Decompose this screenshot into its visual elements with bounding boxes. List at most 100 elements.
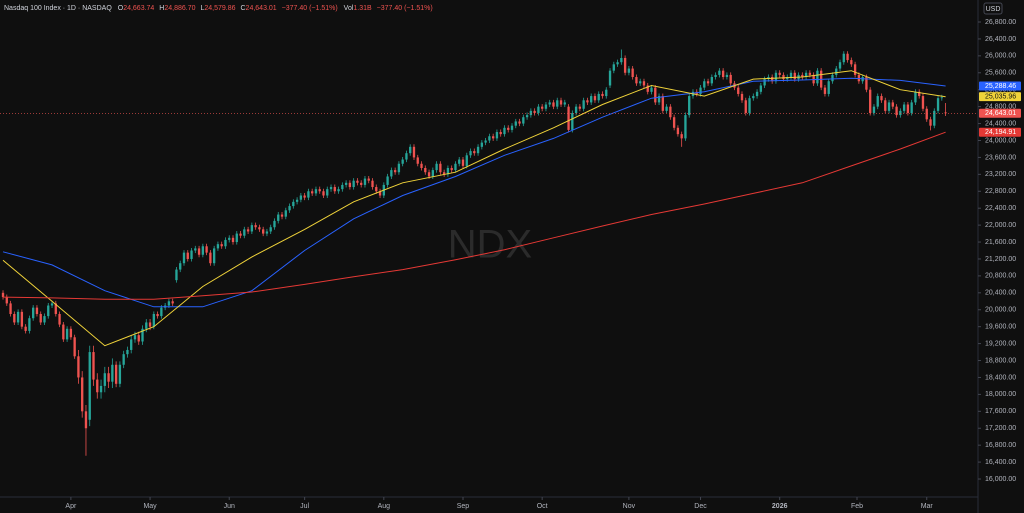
candle-body (616, 62, 619, 65)
candle-body (228, 237, 231, 240)
x-tick-label: May (143, 503, 157, 510)
candle-body (789, 72, 793, 78)
moving-average (2, 131, 946, 300)
candle-body (646, 85, 649, 92)
candle-body (718, 70, 721, 75)
candle-body (801, 74, 804, 78)
candle-body (224, 239, 227, 247)
currency-box[interactable] (983, 2, 1003, 15)
candle-body (235, 233, 238, 243)
candle-body (918, 91, 921, 97)
candle-body (258, 227, 261, 230)
candle-body (209, 252, 212, 264)
candle-body (488, 136, 491, 141)
candle-body (650, 87, 653, 92)
y-tick-label: 20,400.00 (985, 290, 1016, 297)
candle-body (405, 153, 408, 160)
candle-body (454, 163, 457, 171)
candle-body (435, 163, 438, 171)
change: −377.40 (−1.51%) (282, 5, 338, 12)
candle-body (197, 248, 201, 255)
candle-body (661, 96, 664, 111)
candle-body (936, 98, 940, 111)
candle-body (212, 248, 216, 264)
ohlc-value: 24,643.01 (246, 5, 277, 12)
y-tick-label: 21,600.00 (985, 239, 1016, 246)
candle-body (81, 377, 84, 412)
candle-body (375, 187, 378, 192)
candle-body (65, 328, 69, 340)
ohlc-key: C (240, 5, 245, 12)
y-tick-label: 22,400.00 (985, 205, 1016, 212)
candle-body (145, 322, 148, 329)
candle-body (559, 100, 563, 105)
y-tick-label: 26,400.00 (985, 36, 1016, 43)
candle-body (556, 100, 559, 107)
candle-body (401, 159, 404, 164)
candle-body (582, 100, 585, 109)
candle-body (699, 87, 702, 94)
candle-body (111, 364, 114, 382)
candle-body (393, 170, 397, 173)
candle-body (748, 98, 751, 113)
candle-body (288, 206, 291, 211)
candle-body (865, 77, 868, 90)
y-tick-label: 24,400.00 (985, 120, 1016, 127)
y-tick-label: 19,200.00 (985, 340, 1016, 347)
y-tick-label: 26,800.00 (985, 19, 1016, 26)
candle-body (906, 104, 910, 113)
candle-body (273, 220, 276, 228)
candle-body (24, 326, 27, 331)
x-tick-label: Oct (537, 503, 548, 510)
candle-body (586, 100, 589, 103)
candle-body (69, 328, 73, 338)
symbol: Nasdaq 100 Index · 1D · NASDAQ (4, 5, 112, 12)
candle-body (20, 311, 24, 327)
candle-body (491, 136, 495, 139)
candle-body (759, 85, 763, 92)
candle-body (793, 72, 796, 80)
candle-body (925, 108, 928, 120)
x-tick-label: Apr (65, 503, 77, 510)
candle-body (1, 292, 5, 298)
x-tick-label: Nov (623, 503, 636, 510)
price-tag-label: 25,288.46 (985, 83, 1016, 90)
candle-body (476, 146, 480, 154)
candle-body (446, 167, 450, 175)
candle-body (397, 163, 401, 173)
candle-body (458, 159, 461, 164)
candle-body (469, 151, 472, 156)
y-tick-label: 16,800.00 (985, 442, 1016, 449)
x-tick-label: 2026 (772, 503, 788, 510)
candle-body (657, 96, 661, 103)
candle-body (231, 237, 235, 243)
price-tag-label: 25,035.96 (985, 93, 1016, 100)
candle-body (503, 127, 506, 135)
price-tag (979, 81, 1021, 91)
candle-body (507, 127, 510, 130)
price-tag-label: 24,194.91 (985, 129, 1016, 136)
candle-body (816, 70, 819, 84)
x-tick-label: Jun (224, 503, 235, 510)
y-tick-label: 24,000.00 (985, 137, 1016, 144)
candle-body (884, 100, 887, 111)
candle-body (58, 313, 61, 325)
candle-body (329, 187, 333, 190)
candle-body (831, 74, 834, 82)
candle-body (876, 96, 879, 107)
vol-key: Vol (344, 5, 354, 12)
candle-body (914, 91, 917, 103)
x-tick-label: Jul (300, 503, 309, 510)
currency[interactable]: USD (986, 6, 1001, 13)
candle-body (348, 182, 352, 188)
candle-body (73, 337, 76, 357)
candle-body (50, 303, 54, 306)
candle-body (548, 102, 551, 105)
candle-body (480, 142, 484, 147)
y-tick-label: 22,000.00 (985, 222, 1016, 229)
plot-area (0, 49, 978, 456)
candle-body (352, 180, 355, 188)
candle-body (96, 379, 99, 393)
